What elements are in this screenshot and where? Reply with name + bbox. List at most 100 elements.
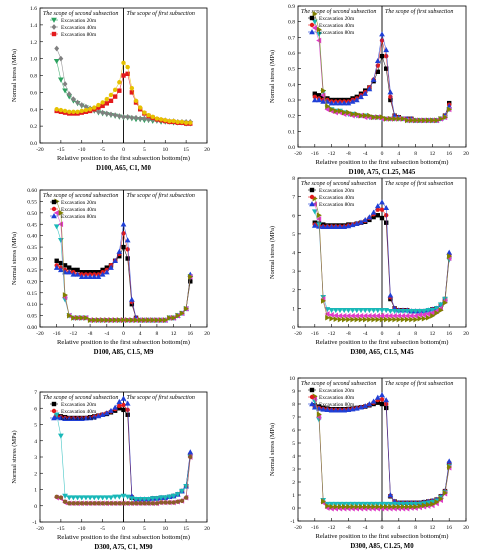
data-point bbox=[437, 302, 444, 308]
y-tick-label: 0.6 bbox=[30, 90, 37, 96]
data-point bbox=[391, 501, 398, 507]
data-point bbox=[100, 501, 105, 506]
y-tick-label: 5 bbox=[292, 232, 295, 238]
y-tick-label: 0.25 bbox=[27, 268, 37, 274]
data-point bbox=[396, 316, 402, 323]
data-point bbox=[329, 106, 335, 113]
data-point bbox=[146, 501, 151, 506]
data-point bbox=[133, 114, 139, 121]
data-point bbox=[87, 107, 93, 112]
y-tick-label: 0.8 bbox=[30, 74, 37, 80]
data-point bbox=[150, 114, 155, 120]
data-point bbox=[426, 501, 432, 508]
data-point bbox=[166, 494, 173, 500]
series-6 bbox=[312, 195, 453, 323]
data-point bbox=[79, 108, 84, 114]
y-tick-label: 3 bbox=[34, 455, 37, 461]
y-tick-label: 8 bbox=[292, 402, 295, 408]
data-point bbox=[370, 398, 377, 404]
y-tick-label: 0.00 bbox=[27, 325, 37, 331]
data-point bbox=[342, 503, 348, 510]
y-axis-label: Normal stress (MPa) bbox=[269, 50, 276, 103]
x-tick-label: 4 bbox=[139, 331, 142, 337]
data-point bbox=[87, 317, 93, 324]
data-point bbox=[391, 312, 397, 319]
data-point bbox=[125, 247, 130, 252]
data-point bbox=[121, 501, 126, 506]
data-point bbox=[108, 264, 114, 270]
legend-marker bbox=[51, 17, 57, 23]
y-tick-label: 6 bbox=[292, 428, 295, 434]
data-point bbox=[62, 108, 68, 114]
data-point bbox=[358, 501, 364, 507]
chart-panel-2: -20 -16 -12 -8 -4 0 4 8 12 16 20 0.0 0.1 0.2 0.3 0.4 0.5… bbox=[269, 4, 469, 176]
x-tick-label: 20 bbox=[204, 331, 210, 337]
data-point bbox=[96, 105, 101, 110]
legend-label: Excavation 20m bbox=[319, 16, 355, 22]
data-point bbox=[371, 503, 377, 510]
data-point bbox=[353, 308, 360, 314]
data-point bbox=[187, 449, 194, 455]
data-point bbox=[58, 209, 64, 216]
data-point bbox=[108, 111, 114, 118]
data-point bbox=[100, 109, 106, 116]
data-point bbox=[91, 273, 98, 279]
data-point bbox=[83, 315, 89, 321]
data-point bbox=[116, 248, 123, 254]
data-point bbox=[421, 315, 427, 322]
data-point bbox=[137, 497, 144, 503]
x-tick-label: -8 bbox=[346, 331, 351, 337]
data-point bbox=[145, 497, 152, 503]
data-point bbox=[58, 55, 64, 62]
y-tick-label: 0.8 bbox=[288, 20, 295, 26]
data-point bbox=[366, 86, 373, 92]
data-point bbox=[66, 495, 73, 501]
data-point bbox=[175, 312, 181, 319]
data-point bbox=[409, 503, 415, 510]
data-point bbox=[345, 406, 352, 413]
data-point bbox=[133, 497, 139, 503]
data-point bbox=[311, 209, 318, 215]
data-point bbox=[408, 312, 414, 319]
data-point bbox=[70, 96, 76, 102]
data-point bbox=[383, 397, 390, 403]
data-point bbox=[328, 407, 335, 413]
data-point bbox=[179, 488, 185, 494]
data-point bbox=[154, 317, 160, 324]
data-point bbox=[146, 317, 152, 324]
data-point bbox=[163, 317, 169, 324]
data-point bbox=[320, 406, 327, 412]
data-point bbox=[370, 76, 377, 82]
data-point bbox=[324, 311, 330, 317]
x-tick-label: 12 bbox=[171, 331, 177, 337]
x-tick-label: -20 bbox=[36, 147, 44, 153]
data-point bbox=[66, 415, 73, 422]
data-point bbox=[358, 316, 364, 323]
data-point bbox=[58, 267, 64, 273]
x-tick-label: -20 bbox=[294, 525, 302, 531]
data-point bbox=[405, 316, 411, 323]
y-tick-label: 0.20 bbox=[27, 279, 37, 285]
data-point bbox=[79, 102, 85, 108]
data-point bbox=[99, 411, 106, 417]
data-point bbox=[79, 270, 84, 275]
data-point bbox=[171, 118, 176, 124]
data-point bbox=[342, 316, 348, 323]
data-point bbox=[349, 222, 356, 228]
data-point bbox=[179, 310, 185, 317]
data-point bbox=[332, 312, 338, 319]
data-point bbox=[316, 222, 322, 228]
data-point bbox=[430, 501, 436, 507]
data-point bbox=[121, 113, 126, 120]
x-tick-label: -10 bbox=[78, 526, 86, 532]
data-point bbox=[426, 117, 432, 124]
annotation-second-subsection: The scope of second subsection bbox=[301, 8, 376, 15]
data-point bbox=[375, 69, 380, 74]
data-point bbox=[375, 114, 381, 121]
data-point bbox=[121, 73, 126, 78]
data-point bbox=[345, 100, 352, 106]
y-tick-label: 4 bbox=[292, 251, 295, 257]
data-point bbox=[384, 66, 389, 71]
data-point bbox=[374, 394, 381, 400]
y-tick-label: 3 bbox=[292, 467, 295, 473]
